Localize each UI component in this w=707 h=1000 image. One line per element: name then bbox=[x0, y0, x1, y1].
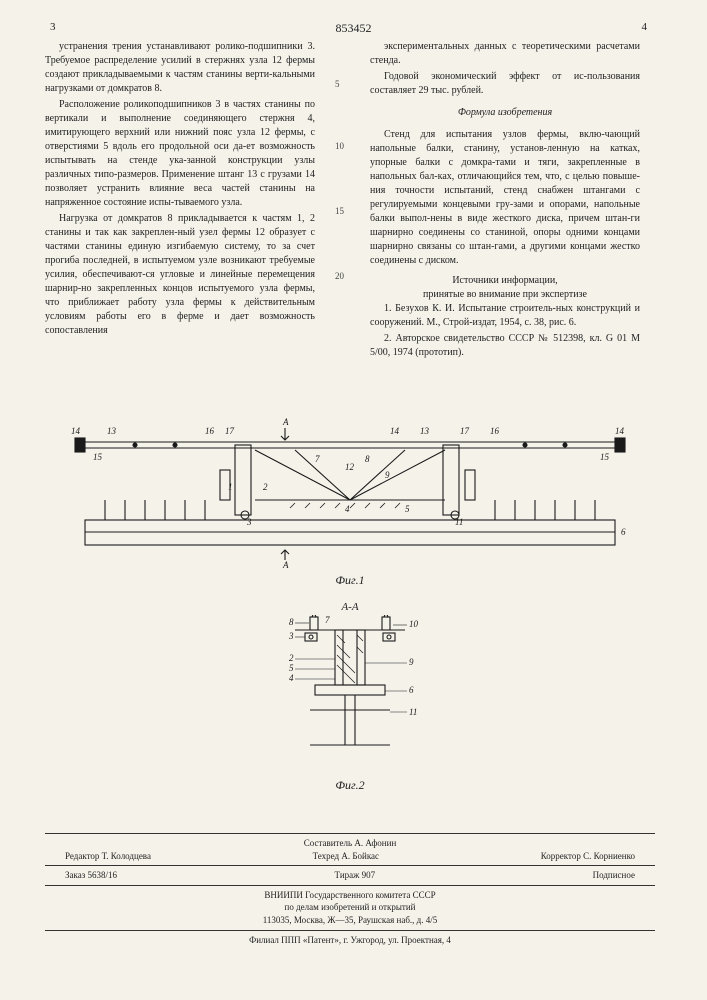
svg-text:3: 3 bbox=[288, 631, 294, 641]
footer-sub: Подписное bbox=[593, 869, 635, 882]
svg-text:8: 8 bbox=[289, 617, 294, 627]
figure-2: A-A 3 8 7 2 5 4 10 9 6 bbox=[45, 600, 655, 790]
left-p2: Расположение роликоподшипников 3 в частя… bbox=[45, 98, 315, 210]
svg-text:11: 11 bbox=[455, 517, 463, 527]
sources-heading: Источники информации, принятые во вниман… bbox=[370, 274, 640, 302]
right-p2: Годовой экономический эффект от ис-польз… bbox=[370, 70, 640, 98]
svg-text:13: 13 bbox=[107, 426, 117, 436]
fig2-section-label: A-A bbox=[45, 600, 655, 615]
footer-tirage: Тираж 907 bbox=[335, 869, 376, 882]
line-mark-20: 20 bbox=[335, 270, 344, 283]
page-number-left: 3 bbox=[50, 20, 56, 35]
svg-text:11: 11 bbox=[409, 707, 417, 717]
figure-1-svg: 1413 1617 A 1413 1716 14 1515 12 127 89 … bbox=[45, 400, 655, 570]
footer-org4: Филиал ППП «Патент», г. Ужгород, ул. Про… bbox=[45, 934, 655, 947]
svg-text:2: 2 bbox=[289, 653, 294, 663]
svg-text:6: 6 bbox=[621, 527, 626, 537]
svg-text:16: 16 bbox=[490, 426, 500, 436]
svg-text:7: 7 bbox=[315, 454, 320, 464]
svg-text:15: 15 bbox=[600, 452, 610, 462]
footer-compiler: Составитель А. Афонин bbox=[45, 837, 655, 850]
figure-2-svg: 3 8 7 2 5 4 10 9 6 11 bbox=[45, 615, 655, 775]
right-column: экспериментальных данных с теоретическим… bbox=[370, 40, 640, 362]
svg-text:14: 14 bbox=[71, 426, 81, 436]
right-s2: 2. Авторское свидетельство СССР № 512398… bbox=[370, 332, 640, 360]
svg-text:4: 4 bbox=[289, 673, 294, 683]
right-p3: Стенд для испытания узлов фермы, вклю-ча… bbox=[370, 128, 640, 268]
svg-text:4: 4 bbox=[345, 504, 350, 514]
svg-text:2: 2 bbox=[263, 482, 268, 492]
svg-text:12: 12 bbox=[345, 462, 355, 472]
right-s1: 1. Безухов К. И. Испытание строитель-ных… bbox=[370, 302, 640, 330]
svg-text:15: 15 bbox=[93, 452, 103, 462]
fig2-label: Фиг.2 bbox=[45, 777, 655, 794]
footer-editor: Редактор Т. Колодцева bbox=[65, 850, 151, 863]
footer-org2: по делам изобретений и открытий bbox=[45, 901, 655, 914]
footer-corrector: Корректор С. Корниенко bbox=[541, 850, 635, 863]
line-mark-10: 10 bbox=[335, 140, 344, 153]
svg-text:16: 16 bbox=[205, 426, 215, 436]
left-column: устранения трения устанавливают ролико-п… bbox=[45, 40, 315, 340]
svg-text:9: 9 bbox=[409, 657, 414, 667]
formula-heading: Формула изобретения bbox=[370, 106, 640, 120]
svg-text:14: 14 bbox=[615, 426, 625, 436]
svg-text:1: 1 bbox=[228, 482, 233, 492]
footer: Составитель А. Афонин Редактор Т. Колодц… bbox=[45, 830, 655, 946]
svg-text:A: A bbox=[282, 560, 289, 570]
line-mark-15: 15 bbox=[335, 205, 344, 218]
footer-tech: Техред А. Бойкас bbox=[313, 850, 379, 863]
svg-text:3: 3 bbox=[246, 517, 252, 527]
svg-text:17: 17 bbox=[225, 426, 235, 436]
svg-text:A: A bbox=[282, 417, 289, 427]
svg-text:8: 8 bbox=[365, 454, 370, 464]
svg-text:14: 14 bbox=[390, 426, 400, 436]
right-p1: экспериментальных данных с теоретическим… bbox=[370, 40, 640, 68]
svg-text:6: 6 bbox=[409, 685, 414, 695]
svg-text:5: 5 bbox=[405, 504, 410, 514]
footer-order: Заказ 5638/16 bbox=[65, 869, 117, 882]
svg-text:5: 5 bbox=[289, 663, 294, 673]
left-p3: Нагрузка от домкратов 8 прикладывается к… bbox=[45, 212, 315, 338]
footer-org1: ВНИИПИ Государственного комитета СССР bbox=[45, 889, 655, 902]
figure-1: 1413 1617 A 1413 1716 14 1515 12 127 89 … bbox=[45, 400, 655, 590]
left-p1: устранения трения устанавливают ролико-п… bbox=[45, 40, 315, 96]
line-mark-5: 5 bbox=[335, 78, 340, 91]
patent-number: 853452 bbox=[336, 20, 372, 37]
svg-text:9: 9 bbox=[385, 470, 390, 480]
svg-text:7: 7 bbox=[325, 615, 330, 625]
svg-text:10: 10 bbox=[409, 619, 419, 629]
svg-text:13: 13 bbox=[420, 426, 430, 436]
footer-org3: 113035, Москва, Ж—35, Раушская наб., д. … bbox=[45, 914, 655, 927]
page-number-right: 4 bbox=[642, 20, 648, 35]
svg-text:17: 17 bbox=[460, 426, 470, 436]
fig1-label: Фиг.1 bbox=[45, 572, 655, 589]
